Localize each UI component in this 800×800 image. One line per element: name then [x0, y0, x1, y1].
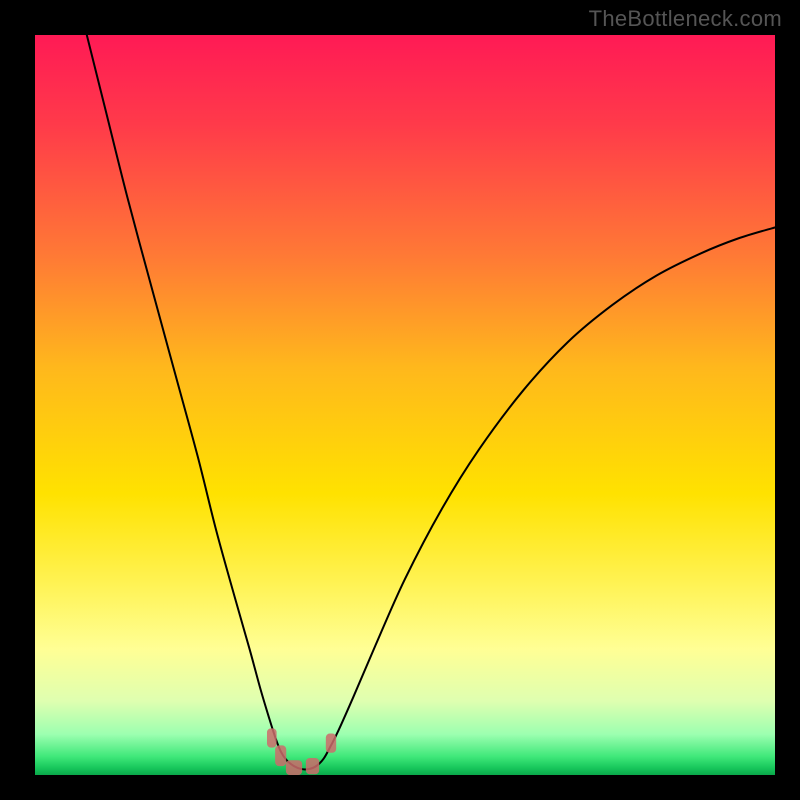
chart-svg [35, 35, 775, 775]
bottleneck-chart [35, 35, 775, 775]
valley-marker-3 [306, 758, 319, 774]
valley-marker-0 [267, 728, 277, 747]
valley-marker-1 [275, 745, 286, 766]
valley-marker-2 [286, 760, 302, 775]
chart-background [35, 35, 775, 775]
valley-marker-4 [326, 734, 336, 753]
watermark-text: TheBottleneck.com [589, 6, 782, 32]
